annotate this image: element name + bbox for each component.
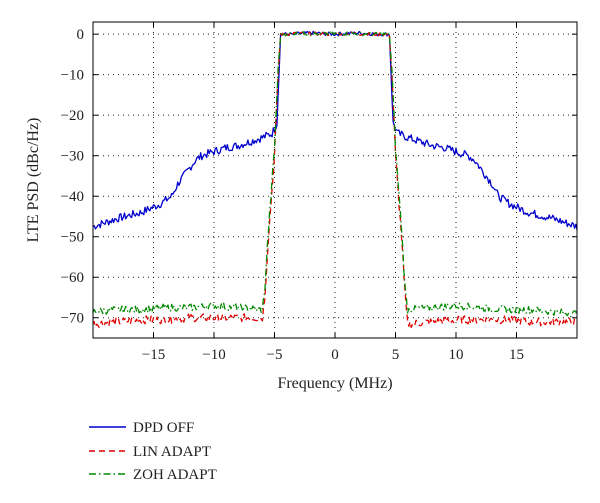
axis-ticks: −15 −10 −5 0 5 10 150−10−20−30−40−50−60−70 [61,22,577,363]
legend: DPD OFF LIN ADAPT ZOH ADAPT [89,420,217,483]
y-tick-label: −10 [61,68,84,84]
y-tick-label: −40 [61,189,84,205]
legend-label-zoh-adapt: ZOH ADAPT [133,467,217,483]
legend-label-dpd-off: DPD OFF [133,420,194,436]
y-tick-label: −60 [61,270,84,286]
series-line-zoh-adapt [92,31,578,318]
grid [93,22,577,338]
series-lines [92,30,578,329]
series-line-dpd-off [92,30,578,230]
y-tick-label: −20 [61,108,84,124]
x-axis-label: Frequency (MHz) [277,375,392,392]
x-tick-label: 0 [331,347,339,363]
plot-frame [92,21,578,339]
x-tick-label: −15 [142,347,165,363]
legend-label-lin-adapt: LIN ADAPT [133,444,211,460]
x-tick-label: 5 [392,347,400,363]
y-tick-label: −50 [61,230,84,246]
y-tick-label: 0 [77,27,85,43]
x-tick-label: 10 [449,347,464,363]
series-line-lin-adapt [92,31,578,329]
y-tick-label: −70 [61,311,84,327]
x-tick-label: −5 [267,347,283,363]
y-tick-label: −30 [61,149,84,165]
x-tick-label: 15 [509,347,524,363]
y-axis-label: LTE PSD (dBc/Hz) [25,118,42,243]
x-tick-label: −10 [202,347,225,363]
